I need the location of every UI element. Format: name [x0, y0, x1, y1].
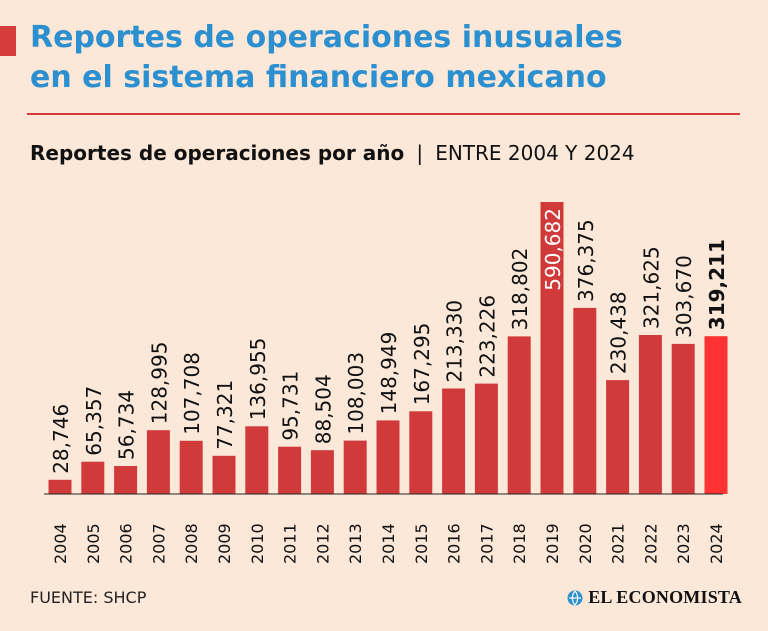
year-label-2012: 2012: [313, 523, 332, 564]
globe-icon: [567, 590, 583, 605]
year-label-2007: 2007: [149, 523, 168, 564]
bar-2012: [310, 450, 334, 494]
value-label-2024: 319,211: [705, 239, 729, 330]
year-label-2019: 2019: [543, 523, 562, 564]
value-label-2007: 128,995: [147, 342, 171, 425]
title-divider: [27, 113, 740, 115]
year-label-2015: 2015: [412, 523, 431, 564]
year-label-2024: 2024: [707, 523, 726, 564]
year-label-2004: 2004: [51, 523, 70, 564]
year-label-2017: 2017: [477, 523, 496, 564]
bar-2004: [48, 479, 72, 494]
bar-2006: [114, 466, 138, 494]
date-range-label: ENTRE 2004 Y 2024: [435, 141, 635, 165]
value-label-2020: 376,375: [574, 219, 598, 302]
title-line-2: en el sistema financiero mexicano: [30, 60, 607, 95]
value-label-2014: 148,949: [377, 332, 401, 415]
chart-subtitle: Reportes de operaciones por año | ENTRE …: [30, 139, 635, 167]
bar-2016: [442, 388, 466, 494]
value-label-2004: 28,746: [49, 404, 73, 474]
brand-name: EL ECONOMISTA: [588, 587, 742, 607]
bar-2024: [704, 336, 728, 494]
bar-2018: [507, 336, 531, 494]
value-label-2009: 77,321: [213, 380, 237, 450]
value-label-2021: 230,438: [607, 291, 631, 374]
year-label-2005: 2005: [84, 523, 103, 564]
subtitle-separator: |: [416, 141, 424, 165]
bar-2011: [278, 446, 302, 494]
value-label-2015: 167,295: [410, 323, 434, 406]
year-label-2006: 2006: [117, 523, 136, 564]
value-label-2016: 213,330: [443, 300, 467, 383]
bar-2017: [474, 383, 498, 494]
year-label-2023: 2023: [674, 523, 693, 564]
bar-2014: [376, 420, 400, 494]
value-label-2011: 95,731: [279, 371, 303, 441]
value-label-2006: 56,734: [115, 390, 139, 460]
bars-group: [48, 202, 728, 494]
year-label-2010: 2010: [248, 523, 267, 564]
bar-2007: [146, 430, 170, 494]
year-label-2018: 2018: [510, 523, 529, 564]
value-label-2010: 136,955: [246, 338, 270, 421]
page-title: Reportes de operaciones inusuales en el …: [30, 18, 623, 98]
bar-2023: [671, 343, 695, 494]
title-line-1: Reportes de operaciones inusuales: [30, 20, 623, 55]
year-label-2011: 2011: [281, 523, 300, 564]
labels-group: 28,746 2004 65,357 2005 56,734 2006 128,995 200…: [49, 208, 729, 564]
bar-2009: [212, 455, 236, 494]
value-label-2022: 321,625: [639, 246, 663, 329]
year-label-2014: 2014: [379, 523, 398, 564]
year-label-2016: 2016: [445, 523, 464, 564]
year-label-2020: 2020: [576, 523, 595, 564]
bar-2008: [179, 440, 203, 494]
year-label-2013: 2013: [346, 523, 365, 564]
year-label-2022: 2022: [641, 523, 660, 564]
bar-2019: [540, 202, 564, 494]
year-label-2008: 2008: [182, 523, 201, 564]
bar-2015: [409, 411, 433, 494]
value-label-2005: 65,357: [82, 386, 106, 456]
title-accent-bar: [0, 26, 16, 56]
bar-2013: [343, 440, 367, 494]
value-label-2017: 223,226: [475, 295, 499, 378]
bar-2010: [245, 426, 269, 494]
chart-title: Reportes de operaciones por año: [30, 141, 405, 165]
year-label-2021: 2021: [609, 523, 628, 564]
bar-2021: [606, 380, 630, 494]
value-label-2019: 590,682: [541, 208, 565, 291]
value-label-2013: 108,003: [344, 352, 368, 435]
bar-2020: [573, 307, 597, 494]
bar-2022: [638, 335, 662, 494]
year-label-2009: 2009: [215, 523, 234, 564]
value-label-2018: 318,802: [508, 248, 532, 331]
value-label-2008: 107,708: [180, 352, 204, 435]
brand-logo: EL ECONOMISTA: [567, 587, 742, 608]
bar-2005: [81, 461, 105, 494]
source-note: FUENTE: SHCP: [30, 588, 147, 607]
value-label-2023: 303,670: [672, 255, 696, 338]
value-label-2012: 88,504: [311, 374, 335, 444]
